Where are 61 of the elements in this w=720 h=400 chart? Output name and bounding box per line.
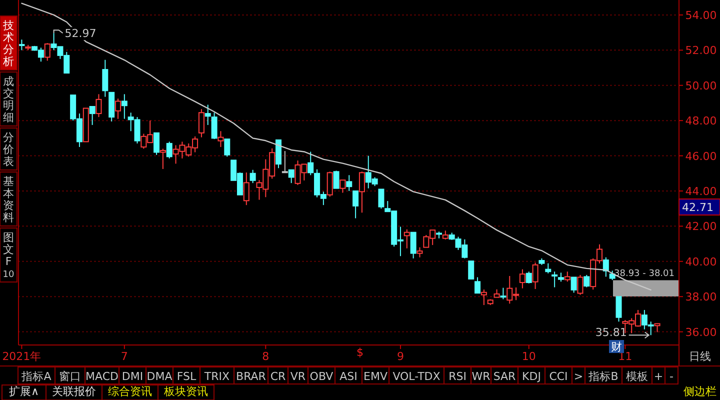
y-tick-label: 46.00 <box>685 150 717 163</box>
text: CCI <box>549 370 568 383</box>
text: VR <box>290 370 306 383</box>
annotation: 财 <box>611 340 622 354</box>
text: DMI <box>122 370 144 383</box>
text: FSL <box>176 370 197 383</box>
text: 技术分析 <box>2 19 14 68</box>
candlestick <box>121 94 128 120</box>
y-tick-label: 48.00 <box>685 114 717 128</box>
text: 分价表 <box>2 131 14 168</box>
text: - <box>670 370 674 383</box>
annotation: 35.81 <box>595 326 627 340</box>
text: VOL-TDX <box>392 370 441 383</box>
text: DMA <box>146 370 173 383</box>
text: 42.71 <box>682 201 714 214</box>
text: 指标B <box>588 370 618 383</box>
band-label: 38.93 - 38.01 <box>614 269 674 280</box>
text: $ <box>356 346 364 359</box>
line-series <box>21 2 652 291</box>
text: + <box>654 370 664 383</box>
text: 综合资讯 <box>108 385 152 398</box>
annotation: 52.97 <box>64 27 96 40</box>
text: CR <box>270 370 286 383</box>
candlestick <box>480 289 487 306</box>
x-tick-label: 2021年 <box>2 350 42 363</box>
text: 日线 <box>689 350 711 363</box>
x-tick-label: 9 <box>396 350 404 363</box>
text: BRAR <box>236 370 266 383</box>
text: WR <box>472 370 491 383</box>
y-tick-label: 44.00 <box>685 184 717 198</box>
text: RSI <box>448 370 466 383</box>
text: ASI <box>340 370 358 383</box>
x-tick-label: 10 <box>522 350 536 363</box>
text: 指标A <box>20 370 52 383</box>
text: 图文F10 <box>2 231 14 280</box>
y-tick-label: 40.00 <box>685 255 717 268</box>
text: 基本资料 <box>3 175 14 224</box>
candlestick <box>102 59 108 98</box>
text: 模板 <box>626 370 648 383</box>
y-tick-label: 38.00 <box>685 290 717 304</box>
text: > <box>574 370 584 383</box>
text: MACD <box>86 370 118 383</box>
text: OBV <box>310 370 334 383</box>
text: 成交明细 <box>3 75 14 124</box>
y-tick-label: 52.00 <box>685 44 717 58</box>
text: 窗口 <box>59 370 81 383</box>
candlestick <box>552 271 558 288</box>
x-tick-label: 7 <box>120 350 128 363</box>
text: TRIX <box>203 370 230 383</box>
text: SAR <box>493 370 516 383</box>
text: KDJ <box>522 370 541 383</box>
text: 侧边栏 <box>684 385 716 398</box>
y-tick-label: 42.00 <box>685 220 717 234</box>
y-tick-label: 36.00 <box>685 326 717 339</box>
text: 扩展∧ <box>8 385 40 398</box>
text: 板块资讯 <box>163 385 208 398</box>
y-tick-label: 54.00 <box>685 8 717 22</box>
text: 关联报价 <box>52 385 96 398</box>
x-tick-label: 8 <box>262 350 270 363</box>
y-tick-label: 50.00 <box>685 79 717 92</box>
text: EMV <box>364 370 388 383</box>
